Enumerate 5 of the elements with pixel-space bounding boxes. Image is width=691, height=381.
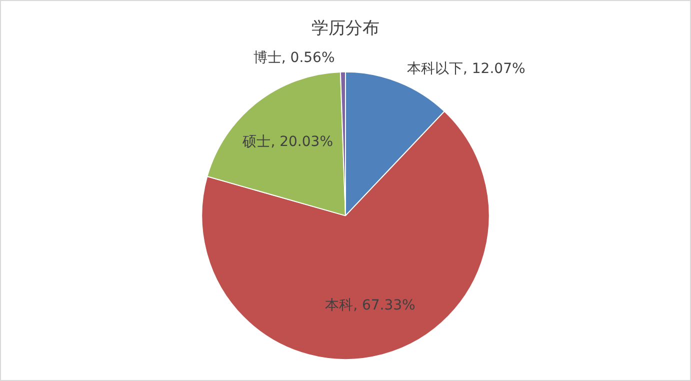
slice-label: 硕士, 20.03% [242, 134, 334, 150]
slice-label: 本科, 67.33% [325, 297, 416, 314]
slice-label: 博士, 0.56% [253, 50, 335, 66]
chart-title: 学历分布 [312, 18, 380, 39]
slice-label: 本科以下, 12.07% [406, 61, 526, 78]
